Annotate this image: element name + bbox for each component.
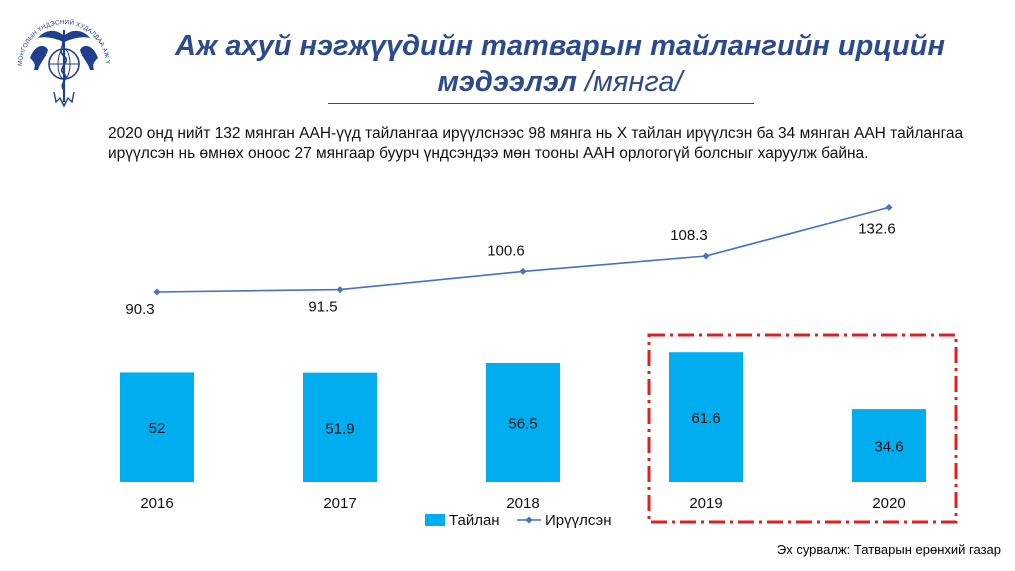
description-text: 2020 онд нийт 132 мянган ААН-үүд тайланг…	[108, 125, 964, 162]
line-point-2016	[153, 288, 161, 296]
chart-title-unit: /мянга/	[584, 66, 683, 98]
logo: МОНГОЛЫН ҮНДЭСНИЙ ХУДАЛДАА АЖ ҮЙЛДВЭРИЙН…	[8, 6, 111, 108]
x-axis: 2016 2017 2018 2019 2020	[140, 495, 905, 512]
x-tick-2016: 2016	[140, 495, 173, 512]
bar-2020	[852, 409, 926, 482]
legend-label-line: Ирүүлсэн	[545, 512, 611, 529]
bar-label-2019: 61.6	[691, 410, 720, 427]
highlight-box	[647, 333, 958, 524]
source-note: Эх сурвалж: Татварын ерөнхий газар	[776, 542, 1001, 557]
x-tick-2018: 2018	[506, 495, 539, 512]
x-tick-2017: 2017	[323, 495, 356, 512]
x-tick-2019: 2019	[689, 495, 722, 512]
title-underline	[328, 103, 754, 104]
line-point-2017	[336, 286, 344, 294]
line-label-2018: 100.6	[487, 242, 525, 259]
bar-label-2018: 56.5	[508, 415, 537, 432]
bar-2016	[120, 372, 194, 482]
chart-title-line2: мэдээлэл /мянга/	[130, 64, 990, 100]
chart-title-main: мэдээлэл	[437, 66, 577, 98]
line-point-2019	[702, 252, 710, 260]
bar-label-2016: 52	[149, 420, 166, 437]
line-label-2017: 91.5	[308, 299, 337, 316]
line-label-2016: 90.3	[125, 301, 154, 318]
line-layer: 90.3 91.5 100.6 108.3 132.6	[125, 203, 896, 318]
line-label-2019: 108.3	[670, 227, 708, 244]
bar-label-2017: 51.9	[325, 420, 354, 437]
x-tick-2020: 2020	[872, 495, 905, 512]
bar-2017	[303, 372, 377, 482]
legend-swatch-bar	[425, 514, 445, 526]
legend-marker-line	[525, 516, 533, 524]
line-point-2020	[885, 203, 893, 211]
bar-2018	[486, 362, 560, 482]
bar-label-2020: 34.6	[874, 439, 903, 456]
chart-title-line1: Аж ахуй нэгжүүдийн татварын тайлангийн и…	[175, 30, 945, 62]
legend: Тайлан Ирүүлсэн	[425, 512, 611, 529]
line-point-2018	[519, 267, 527, 275]
line-label-2020: 132.6	[858, 220, 896, 237]
bars-layer: 52 51.9 56.5 61.6 34.6	[120, 352, 926, 482]
bar-2019	[669, 352, 743, 482]
legend-label-bar: Тайлан	[449, 512, 500, 529]
